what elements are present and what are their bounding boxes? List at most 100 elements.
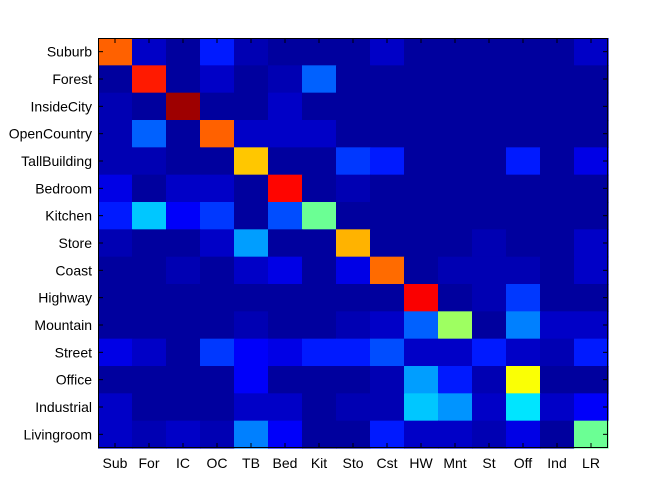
- heatmap-cell-Forest-For: [132, 65, 167, 94]
- heatmap-cell-Forest-HW: [404, 65, 439, 94]
- heatmap-cell-Mountain-Off: [506, 311, 541, 340]
- heatmap-cell-Bedroom-OC: [200, 174, 235, 203]
- row-label-InsideCity: InsideCity: [31, 98, 92, 114]
- row-label-Street: Street: [55, 344, 92, 360]
- heatmap-cell-Store-Mnt: [438, 229, 473, 258]
- heatmap-cell-Office-Off: [506, 366, 541, 394]
- col-label-OC: OC: [207, 455, 228, 471]
- axis-ticks: [98, 38, 608, 448]
- heatmap-cell-Bedroom-For: [132, 174, 167, 203]
- heatmap-cell-Kitchen-LR: [574, 202, 609, 230]
- heatmap-cell-Street-OC: [200, 338, 235, 367]
- heatmap-cell-Store-Off: [506, 229, 541, 258]
- heatmap-cell-Street-TB: [234, 338, 269, 367]
- heatmap-cell-Mountain-OC: [200, 311, 235, 340]
- heatmap-cell-Store-TB: [234, 229, 269, 258]
- heatmap-cell-TallBuilding-For: [132, 147, 167, 176]
- heatmap-cell-Bedroom-Mnt: [438, 174, 473, 203]
- heatmap-cell-Bedroom-IC: [166, 174, 201, 203]
- heatmap-cell-Street-Off: [506, 338, 541, 367]
- heatmap-cell-Forest-IC: [166, 65, 201, 94]
- heatmap-cell-Forest-Kit: [302, 65, 337, 94]
- heatmap-cell-Office-OC: [200, 366, 235, 394]
- heatmap-cell-Forest-Sto: [336, 65, 371, 94]
- heatmap-cell-Mountain-Sto: [336, 311, 371, 340]
- heatmap-cell-Street-Cst: [370, 338, 405, 367]
- heatmap-cell-Store-Bed: [268, 229, 303, 258]
- heatmap-cell-Mountain-HW: [404, 311, 439, 340]
- heatmap-cell-Coast-OC: [200, 256, 235, 285]
- col-label-Kit: Kit: [311, 455, 327, 471]
- heatmap-cell-Kitchen-Off: [506, 202, 541, 230]
- heatmap-cell-Kitchen-Cst: [370, 202, 405, 230]
- heatmap-cell-Store-Sub: [98, 229, 133, 258]
- heatmap-cell-InsideCity-LR: [574, 92, 609, 121]
- row-label-Forest: Forest: [52, 71, 92, 87]
- heatmap-cell-OpenCountry-St: [472, 120, 507, 148]
- heatmap-cell-Highway-St: [472, 284, 507, 312]
- heatmap-cell-OpenCountry-IC: [166, 120, 201, 148]
- heatmap-cell-OpenCountry-Off: [506, 120, 541, 148]
- heatmap-cell-Store-IC: [166, 229, 201, 258]
- col-label-Sub: Sub: [103, 455, 128, 471]
- heatmap-cell-Street-St: [472, 338, 507, 367]
- heatmap-cell-Coast-IC: [166, 256, 201, 285]
- heatmap-cell-Office-TB: [234, 366, 269, 394]
- row-label-Store: Store: [59, 235, 93, 251]
- heatmap-cell-TallBuilding-OC: [200, 147, 235, 176]
- heatmap-cell-Kitchen-HW: [404, 202, 439, 230]
- heatmap-cell-InsideCity-Bed: [268, 92, 303, 121]
- heatmap-cell-Street-Ind: [540, 338, 575, 367]
- heatmap-cell-TallBuilding-HW: [404, 147, 439, 176]
- col-label-HW: HW: [409, 455, 433, 471]
- heatmap-cell-Office-Mnt: [438, 366, 473, 394]
- heatmap-cell-OpenCountry-Cst: [370, 120, 405, 148]
- heatmap-cell-Store-Ind: [540, 229, 575, 258]
- heatmap-cell-Coast-TB: [234, 256, 269, 285]
- heatmap-cell-Kitchen-Sub: [98, 202, 133, 230]
- heatmap-cell-Coast-For: [132, 256, 167, 285]
- heatmap-cell-Street-Sto: [336, 338, 371, 367]
- heatmap-cell-Bedroom-Sto: [336, 174, 371, 203]
- heatmap-cell-Coast-Sto: [336, 256, 371, 285]
- heatmap-cell-InsideCity-Cst: [370, 92, 405, 121]
- row-label-Coast: Coast: [55, 262, 92, 278]
- heatmap-cell-Industrial-For: [132, 393, 167, 422]
- heatmap-cell-Industrial-OC: [200, 393, 235, 422]
- heatmap-cell-Office-IC: [166, 366, 201, 394]
- heatmap-cell-Forest-LR: [574, 65, 609, 94]
- heatmap-cell-OpenCountry-Mnt: [438, 120, 473, 148]
- heatmap-cell-OpenCountry-Kit: [302, 120, 337, 148]
- heatmap-cell-Coast-Bed: [268, 256, 303, 285]
- heatmap-cell-Kitchen-Mnt: [438, 202, 473, 230]
- heatmap-cell-Store-Sto: [336, 229, 371, 258]
- heatmap-cell-OpenCountry-For: [132, 120, 167, 148]
- heatmap-cell-Forest-Mnt: [438, 65, 473, 94]
- heatmap-cell-Mountain-Mnt: [438, 311, 473, 340]
- heatmap-cell-Forest-OC: [200, 65, 235, 94]
- heatmap-cell-Highway-For: [132, 284, 167, 312]
- heatmap-cell-Store-Kit: [302, 229, 337, 258]
- heatmap-cell-InsideCity-Kit: [302, 92, 337, 121]
- heatmap-cell-Industrial-Cst: [370, 393, 405, 422]
- heatmap-cell-Coast-St: [472, 256, 507, 285]
- row-label-Bedroom: Bedroom: [35, 180, 92, 196]
- heatmap-cell-Forest-Off: [506, 65, 541, 94]
- heatmap-cell-Street-For: [132, 338, 167, 367]
- heatmap-cell-Highway-Sto: [336, 284, 371, 312]
- heatmap-cell-Mountain-St: [472, 311, 507, 340]
- heatmap-cell-Highway-TB: [234, 284, 269, 312]
- heatmap-cell-Forest-Cst: [370, 65, 405, 94]
- row-label-OpenCountry: OpenCountry: [9, 126, 92, 142]
- heatmap-cell-Kitchen-Kit: [302, 202, 337, 230]
- heatmap-cell-Mountain-Ind: [540, 311, 575, 340]
- heatmap-cell-Street-Kit: [302, 338, 337, 367]
- col-label-Mnt: Mnt: [443, 455, 466, 471]
- heatmap-cell-Mountain-Bed: [268, 311, 303, 340]
- col-label-TB: TB: [242, 455, 260, 471]
- heatmap-cells: [98, 38, 609, 449]
- col-label-For: For: [139, 455, 160, 471]
- heatmap-cell-TallBuilding-Mnt: [438, 147, 473, 176]
- heatmap-cell-Industrial-Mnt: [438, 393, 473, 422]
- heatmap-cell-InsideCity-St: [472, 92, 507, 121]
